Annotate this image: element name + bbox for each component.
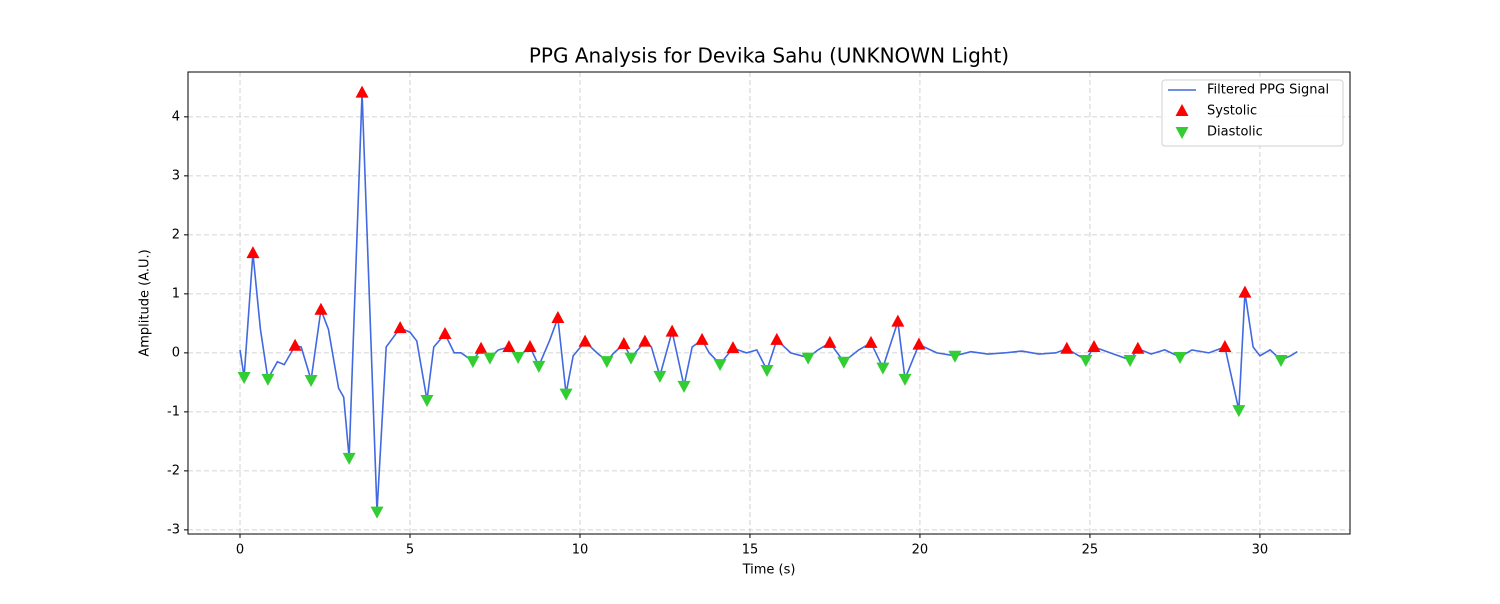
peak-marker bbox=[304, 375, 318, 387]
peak-marker bbox=[713, 359, 727, 372]
peak-marker bbox=[474, 341, 488, 354]
x-tick-label: 0 bbox=[236, 543, 244, 558]
peak-marker bbox=[638, 334, 652, 347]
y-tick-label: 4 bbox=[172, 109, 180, 124]
peak-marker bbox=[624, 352, 638, 365]
y-tick-label: 2 bbox=[172, 227, 180, 242]
peak-marker bbox=[665, 324, 679, 337]
y-tick-label: -2 bbox=[167, 463, 180, 478]
x-tick-label: 10 bbox=[572, 543, 589, 558]
legend-label: Systolic bbox=[1207, 104, 1257, 119]
peak-marker bbox=[600, 356, 614, 369]
peak-marker bbox=[1173, 351, 1187, 364]
peak-marker bbox=[523, 339, 537, 352]
peak-marker bbox=[342, 452, 356, 465]
x-tick-label: 25 bbox=[1082, 543, 1099, 558]
peak-marker bbox=[237, 372, 251, 385]
peak-marker bbox=[898, 373, 912, 386]
peak-marker bbox=[801, 352, 815, 365]
x-tick-label: 30 bbox=[1252, 543, 1269, 558]
peak-marker bbox=[823, 335, 837, 348]
x-axis-label: Time (s) bbox=[742, 563, 796, 578]
peak-marker bbox=[770, 332, 784, 345]
legend-label: Filtered PPG Signal bbox=[1207, 83, 1329, 98]
peak-marker bbox=[948, 350, 962, 363]
y-tick-label: 0 bbox=[172, 345, 180, 360]
peak-marker bbox=[912, 337, 926, 350]
peak-marker bbox=[578, 334, 592, 347]
peak-marker bbox=[288, 338, 302, 351]
peak-marker bbox=[653, 370, 667, 383]
peak-marker bbox=[532, 360, 546, 373]
peak-marker bbox=[355, 85, 369, 98]
x-tick-label: 5 bbox=[406, 543, 414, 558]
peak-marker bbox=[695, 332, 709, 345]
peak-marker bbox=[1079, 354, 1093, 367]
legend-box bbox=[1161, 79, 1344, 147]
y-axis-label: Amplitude (A.U.) bbox=[138, 249, 153, 356]
legend-swatch bbox=[1175, 104, 1189, 116]
peak-marker bbox=[617, 337, 631, 350]
peak-marker bbox=[466, 356, 480, 369]
legend-swatch bbox=[1175, 127, 1189, 139]
peak-marker bbox=[1274, 354, 1288, 367]
peak-marker bbox=[261, 373, 275, 386]
peak-marker bbox=[502, 339, 516, 352]
chart-title: PPG Analysis for Devika Sahu (UNKNOWN Li… bbox=[529, 44, 1009, 68]
y-tick-label: 1 bbox=[172, 286, 180, 301]
peak-marker bbox=[551, 311, 565, 324]
peak-marker bbox=[559, 388, 573, 401]
peak-marker bbox=[760, 364, 774, 377]
y-tick-label: -1 bbox=[167, 404, 180, 419]
peak-marker bbox=[420, 395, 434, 408]
peak-marker bbox=[1218, 339, 1232, 352]
peak-marker bbox=[1131, 341, 1145, 354]
x-tick-label: 15 bbox=[742, 543, 759, 558]
peak-marker bbox=[876, 362, 890, 375]
peak-marker bbox=[483, 352, 497, 365]
y-tick-label: 3 bbox=[172, 168, 180, 183]
peak-marker bbox=[246, 246, 260, 259]
peak-marker bbox=[726, 341, 740, 354]
plot-area bbox=[188, 72, 1350, 534]
peak-marker bbox=[511, 351, 525, 364]
peak-marker bbox=[1087, 339, 1101, 352]
peak-marker bbox=[1060, 341, 1074, 354]
peak-marker bbox=[837, 356, 851, 369]
y-tick-label: -3 bbox=[167, 522, 180, 537]
legend-label: Diastolic bbox=[1207, 125, 1263, 140]
x-tick-label: 20 bbox=[912, 543, 929, 558]
peak-marker bbox=[891, 314, 905, 327]
peak-marker bbox=[864, 335, 878, 348]
peak-marker bbox=[393, 321, 407, 334]
peak-marker bbox=[1232, 405, 1246, 418]
peak-marker bbox=[438, 326, 452, 339]
axes-frame bbox=[187, 71, 1351, 535]
peak-marker bbox=[1238, 285, 1252, 298]
peak-marker bbox=[1123, 354, 1137, 367]
peak-marker bbox=[370, 506, 384, 519]
peak-marker bbox=[677, 380, 691, 393]
peak-marker bbox=[314, 302, 328, 315]
